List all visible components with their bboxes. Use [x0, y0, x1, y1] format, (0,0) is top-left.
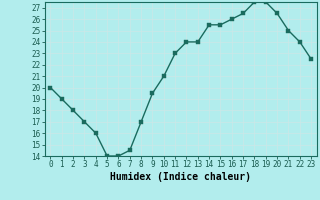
X-axis label: Humidex (Indice chaleur): Humidex (Indice chaleur): [110, 172, 251, 182]
